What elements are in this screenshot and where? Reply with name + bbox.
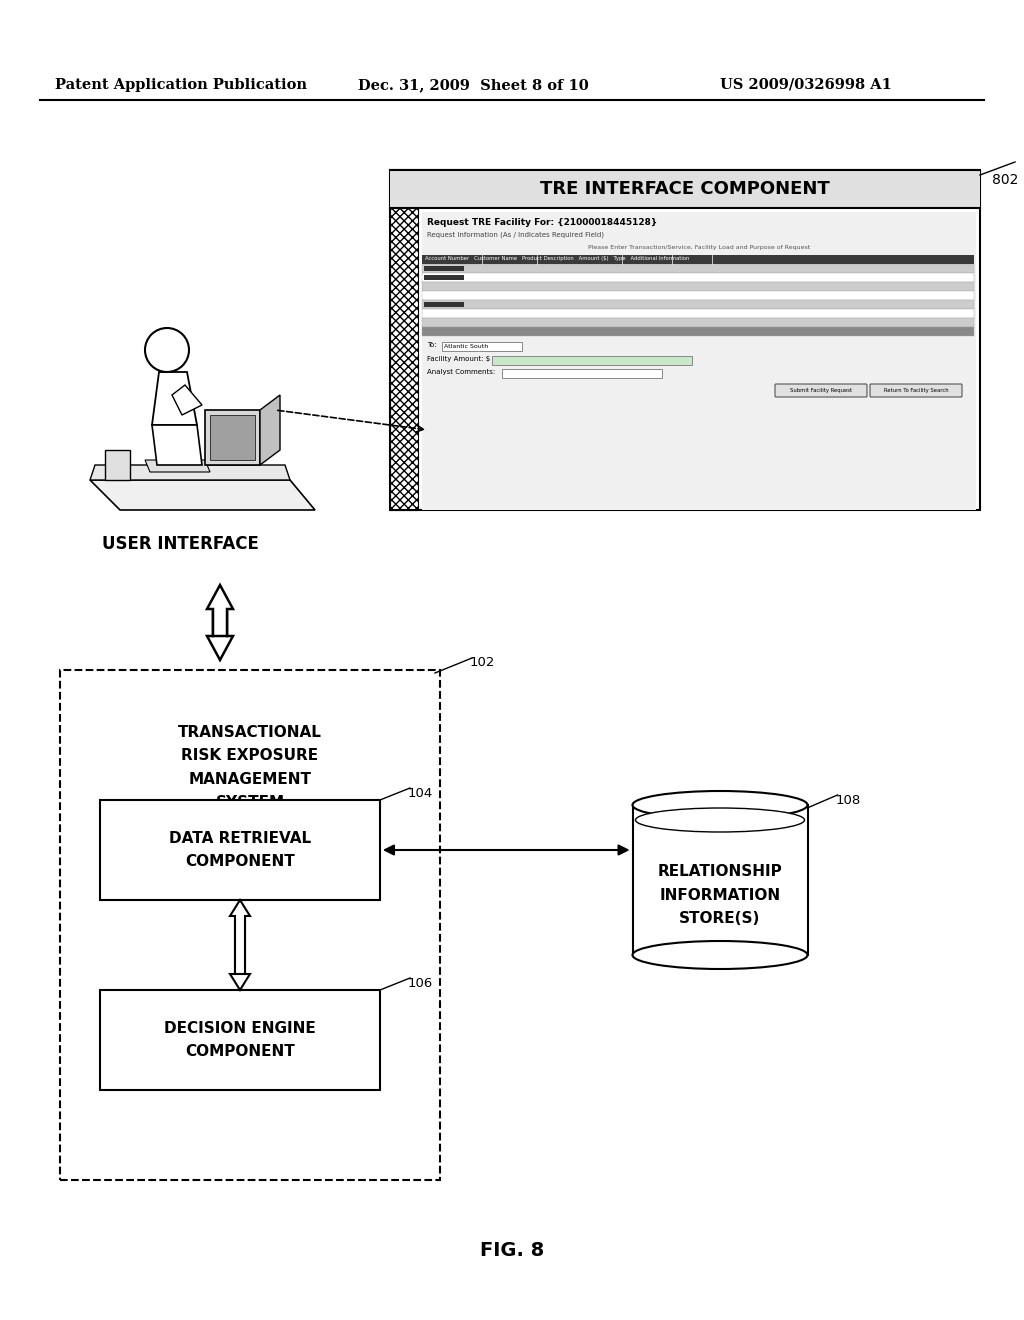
FancyBboxPatch shape: [775, 384, 867, 397]
Text: RELATIONSHIP
INFORMATION
STORE(S): RELATIONSHIP INFORMATION STORE(S): [657, 865, 782, 925]
Bar: [100, 800, 380, 900]
Text: US 2009/0326998 A1: US 2009/0326998 A1: [720, 78, 892, 92]
Polygon shape: [172, 385, 202, 414]
Bar: [422, 282, 974, 290]
Text: DECISION ENGINE
COMPONENT: DECISION ENGINE COMPONENT: [164, 1020, 315, 1059]
Text: 102: 102: [470, 656, 496, 669]
Bar: [390, 170, 980, 510]
Polygon shape: [230, 916, 250, 990]
Bar: [492, 356, 692, 366]
Ellipse shape: [633, 791, 808, 818]
Text: 104: 104: [408, 787, 433, 800]
Text: Account Number   Customer Name   Product Description   Amount ($)   Type   Addit: Account Number Customer Name Product Des…: [425, 256, 689, 261]
Bar: [422, 264, 974, 273]
Text: Please Enter Transaction/Service, Facility Load and Purpose of Request: Please Enter Transaction/Service, Facili…: [588, 246, 810, 249]
Bar: [422, 300, 974, 309]
Ellipse shape: [633, 941, 808, 969]
Polygon shape: [230, 900, 250, 974]
Bar: [633, 805, 808, 954]
Bar: [424, 302, 464, 308]
Text: Request Information (As / Indicates Required Field): Request Information (As / Indicates Requ…: [427, 232, 604, 239]
Polygon shape: [152, 425, 202, 465]
Text: Analyst Comments:: Analyst Comments:: [427, 370, 496, 375]
Text: 108: 108: [836, 795, 861, 807]
Bar: [424, 275, 464, 280]
Text: Facility Amount: $: Facility Amount: $: [427, 356, 490, 362]
Circle shape: [145, 327, 189, 372]
Bar: [422, 213, 976, 510]
Bar: [424, 267, 464, 271]
Text: 802: 802: [992, 173, 1019, 187]
Bar: [422, 309, 974, 318]
Bar: [390, 170, 980, 209]
Bar: [100, 990, 380, 1090]
Text: Return To Facility Search: Return To Facility Search: [884, 388, 948, 393]
FancyBboxPatch shape: [870, 384, 962, 397]
Polygon shape: [90, 480, 315, 510]
Bar: [422, 327, 974, 337]
Text: To:: To:: [427, 342, 436, 348]
Polygon shape: [90, 465, 290, 480]
Polygon shape: [207, 609, 233, 660]
Text: DATA RETRIEVAL
COMPONENT: DATA RETRIEVAL COMPONENT: [169, 830, 311, 869]
Polygon shape: [105, 450, 130, 480]
Text: 106: 106: [408, 977, 433, 990]
Text: Request TRE Facility For: {21000018445128}: Request TRE Facility For: {2100001844512…: [427, 218, 657, 227]
Polygon shape: [205, 411, 260, 465]
Polygon shape: [210, 414, 255, 459]
Text: TRANSACTIONAL
RISK EXPOSURE
MANAGEMENT
SYSTEM: TRANSACTIONAL RISK EXPOSURE MANAGEMENT S…: [178, 725, 322, 810]
Bar: [502, 370, 662, 378]
Polygon shape: [260, 395, 280, 465]
Text: Patent Application Publication: Patent Application Publication: [55, 78, 307, 92]
Polygon shape: [152, 372, 197, 425]
Ellipse shape: [636, 808, 805, 832]
Text: FIG. 8: FIG. 8: [480, 1241, 544, 1259]
Text: Dec. 31, 2009  Sheet 8 of 10: Dec. 31, 2009 Sheet 8 of 10: [358, 78, 589, 92]
Text: Submit Facility Request: Submit Facility Request: [790, 388, 852, 393]
Text: Atlantic South: Atlantic South: [444, 343, 488, 348]
Bar: [422, 290, 974, 300]
Text: USER INTERFACE: USER INTERFACE: [101, 535, 258, 553]
Polygon shape: [207, 585, 233, 636]
Bar: [422, 318, 974, 327]
Bar: [390, 209, 418, 510]
Text: TRE INTERFACE COMPONENT: TRE INTERFACE COMPONENT: [540, 180, 829, 198]
Bar: [442, 342, 522, 351]
Bar: [422, 273, 974, 282]
Bar: [60, 671, 440, 1180]
Bar: [422, 255, 974, 264]
Polygon shape: [145, 459, 210, 473]
